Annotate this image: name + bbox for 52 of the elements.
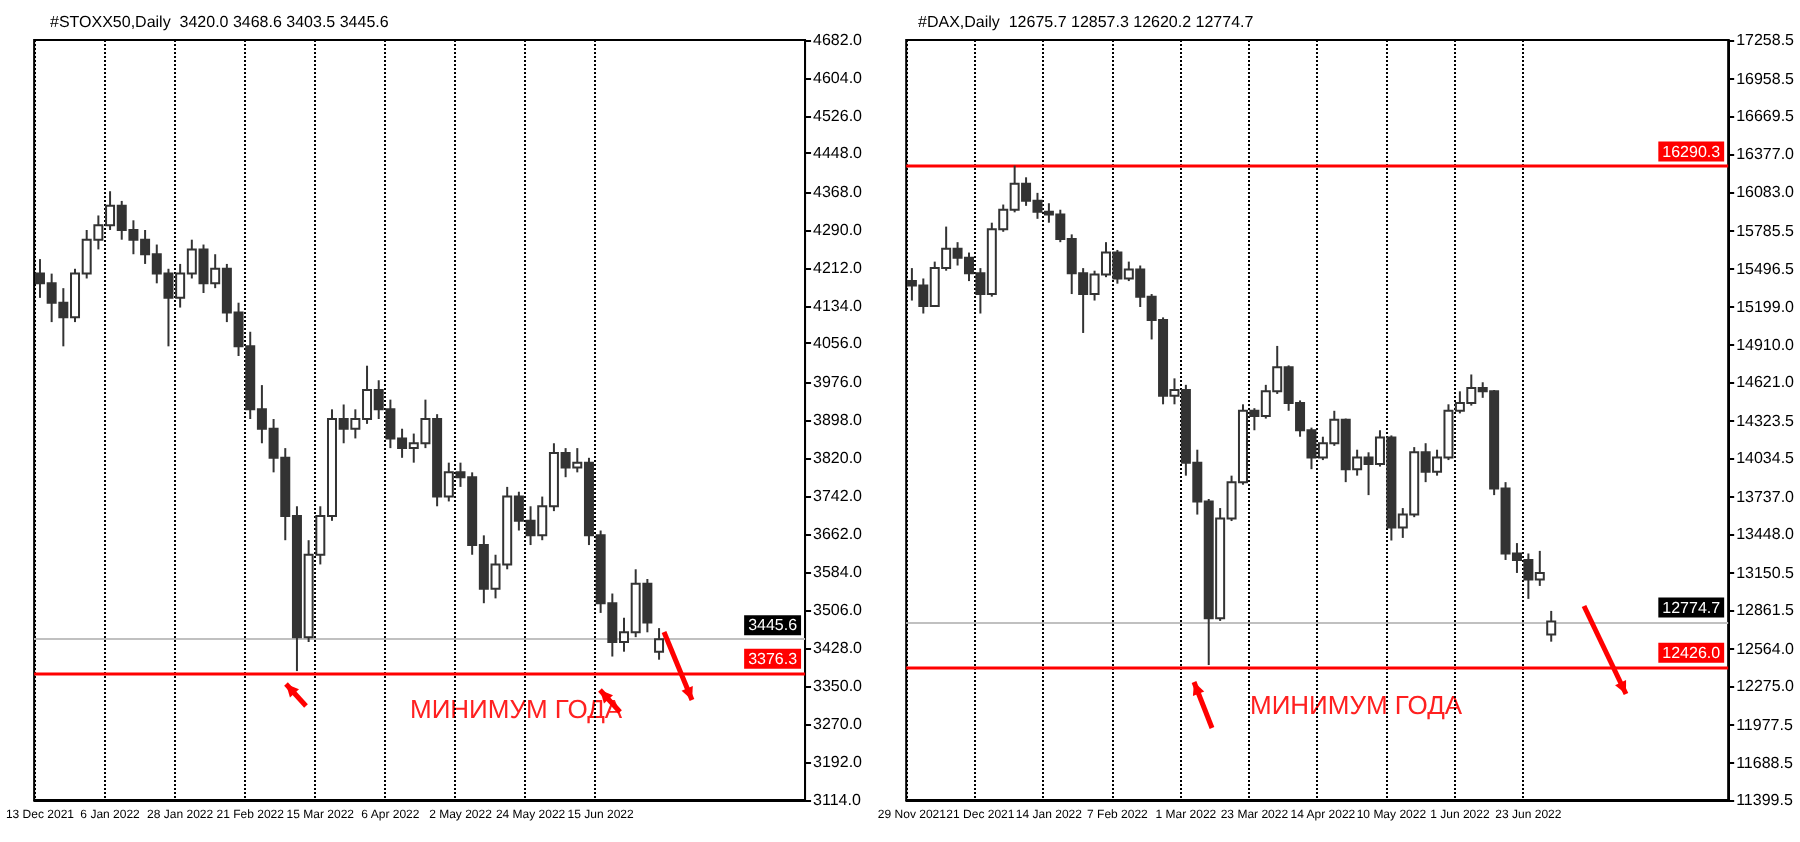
y-tick-label: 14034.5 [1736,449,1796,468]
y-tick-label: 4368.0 [813,183,864,202]
candlestick [654,627,665,661]
ref-line-label: 16290.3 [1662,142,1722,161]
ref-line-label: 12774.7 [1662,598,1722,617]
y-tick-label: 15785.5 [1736,222,1796,241]
y-tick-label: 15496.5 [1736,259,1796,278]
y-tick-label: 4604.0 [813,68,864,87]
y-tick-label: 16377.0 [1736,145,1796,164]
y-tick-label: 4448.0 [813,144,864,163]
y-tick-label: 4526.0 [813,106,864,125]
y-tick-label: 3506.0 [813,601,864,619]
y-tick-label: 4290.0 [813,221,864,239]
y-tick-label: 12275.0 [1736,677,1796,696]
y-tick-label: 3898.0 [813,411,864,429]
y-tick-label: 4056.0 [813,334,864,353]
y-tick-label: 12861.5 [1736,601,1796,620]
y-tick-label: 3976.0 [813,373,864,392]
y-tick-label: 13150.5 [1736,563,1796,582]
y-tick-label: 3742.0 [813,486,864,505]
y-tick-label: 16083.0 [1736,183,1796,202]
y-tick-label: 13737.0 [1736,487,1796,506]
y-tick-label: 15199.0 [1736,298,1796,317]
y-tick-label: 12564.0 [1736,639,1796,658]
y-tick-label: 16958.5 [1736,69,1796,88]
y-tick-label: 13448.0 [1736,525,1796,544]
y-tick-label: 3584.0 [813,563,864,582]
ref-line-label: 3445.6 [748,616,799,635]
y-tick-label: 11399.5 [1736,791,1794,809]
y-tick-label: 4134.0 [813,296,864,315]
y-tick-label: 14621.0 [1736,373,1796,392]
y-tick-label: 4212.0 [813,258,864,277]
y-tick-label: 3192.0 [813,753,864,772]
y-tick-label: 3350.0 [813,676,864,695]
annotation: МИНИМУМ ГОДА [1250,690,1463,720]
ref-line-label: 12426.0 [1662,643,1722,662]
y-tick-label: 11688.5 [1736,753,1794,772]
y-tick-label: 17258.5 [1736,31,1796,49]
y-tick-label: 16669.5 [1736,107,1796,126]
y-tick-label: 14323.5 [1736,411,1796,430]
chart-title: #DAX,Daily 12675.7 12857.3 12620.2 12774.7 [918,13,1255,31]
ref-line-label: 3376.3 [748,649,799,668]
candlestick [1546,609,1557,643]
y-tick-label: 3270.0 [813,715,864,734]
y-tick-label: 3662.0 [813,525,864,544]
chart-title: #STOXX50,Daily 3420.0 3468.6 3403.5 3445.6 [50,13,390,31]
y-tick-label: 3428.0 [813,638,864,657]
y-tick-label: 3114.0 [813,791,862,809]
y-tick-label: 11977.5 [1736,716,1794,735]
y-tick-label: 3820.0 [813,448,864,467]
y-tick-label: 14910.0 [1736,335,1796,354]
y-tick-label: 4682.0 [813,31,864,49]
